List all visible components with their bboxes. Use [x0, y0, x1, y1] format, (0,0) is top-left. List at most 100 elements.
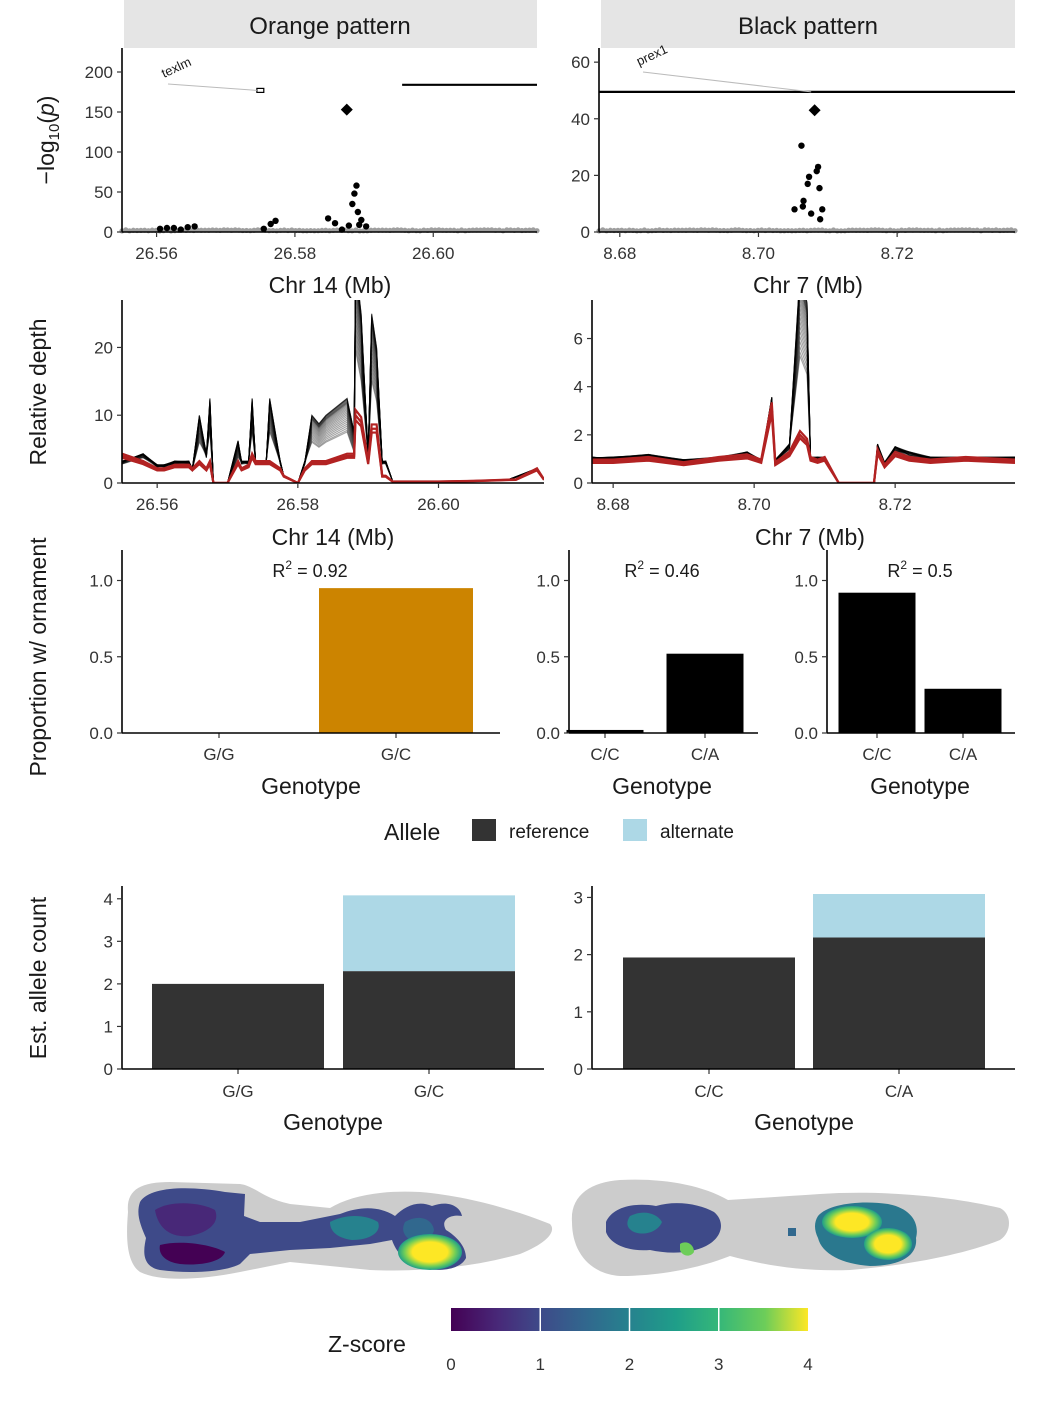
- orange-snp-point: [362, 223, 370, 230]
- zscore-patch: [680, 1242, 694, 1256]
- orange-sample-line: [122, 300, 544, 483]
- black-ytick-label: 60: [571, 53, 590, 72]
- black-snp-point: [807, 210, 815, 217]
- facet-title-black: Black pattern: [738, 13, 878, 40]
- black-depth-ytick-label: 2: [574, 426, 583, 445]
- black-ornament-line-2: [592, 402, 1015, 483]
- black-prop-2-ytick-label: 0.5: [794, 648, 818, 667]
- colorbar-tick-label: 2: [625, 1355, 634, 1374]
- black-allele-bar-reference-C/C: [623, 957, 795, 1069]
- legend-swatch-reference: [472, 819, 496, 841]
- zscore-patch: [155, 1203, 217, 1237]
- orange-sample-line: [122, 340, 544, 483]
- black-prop-1-xtick-label: C/A: [691, 745, 720, 764]
- orange-sample-line: [122, 300, 544, 483]
- orange-snp-point: [184, 224, 191, 231]
- x-title-genotype-5: Genotype: [754, 1109, 854, 1135]
- orange-snp-point: [354, 208, 362, 216]
- black-prop-2-ytick-label: 1.0: [794, 572, 818, 591]
- orange-sample-line: [122, 341, 544, 483]
- black-prop-1-ytick-label: 0.0: [536, 724, 560, 743]
- black-bg-point: [698, 227, 704, 233]
- colorbar-tick-label: 4: [803, 1355, 812, 1374]
- orange-sample-line: [122, 314, 544, 483]
- orange-sample-line: [122, 345, 544, 483]
- orange-sample-line: [122, 324, 544, 483]
- orange-bg-point: [255, 227, 261, 233]
- orange-snp-point: [331, 220, 339, 227]
- orange-snp-point: [345, 222, 353, 229]
- black-snp-point: [813, 167, 820, 175]
- black-allele-ytick-label: 3: [574, 888, 583, 907]
- black-allele-ytick-label: 1: [574, 1003, 583, 1022]
- y-title-proportion: Proportion w/ ornament: [25, 537, 51, 777]
- orange-bg-point: [481, 227, 487, 233]
- black-sample-line: [592, 352, 1015, 483]
- zscore-colorbar: Z-score 0 1 2 3 4: [328, 1308, 813, 1374]
- orange-sample-line: [122, 310, 544, 483]
- black-prop-2-xtick-label: C/A: [949, 745, 978, 764]
- orange-ytick-label: 150: [85, 103, 113, 122]
- orange-xtick-label: 26.58: [274, 244, 317, 263]
- orange-gene-connector: [167, 83, 257, 91]
- black-proportion-panel-1: C/C C/A R2 = 0.46 0.0 0.5 1.0: [536, 550, 758, 764]
- black-sample-line: [592, 347, 1015, 483]
- orange-prop-ytick-label: 0.0: [89, 724, 113, 743]
- orange-snp-point: [170, 224, 178, 232]
- black-xtick-label: 8.72: [881, 244, 914, 263]
- x-title-genotype-2: Genotype: [612, 773, 712, 799]
- black-allele-ytick-label: 2: [574, 946, 583, 965]
- black-depth-xtick-label: 8.68: [597, 495, 630, 514]
- black-prop-2-bar-C/A: [924, 688, 1002, 733]
- black-depth-lines: [592, 300, 1015, 483]
- strip-orange: [124, 0, 537, 48]
- orange-sample-line: [122, 300, 544, 483]
- black-prop-1-ytick-label: 0.5: [536, 648, 560, 667]
- orange-sample-line: [122, 301, 544, 483]
- orange-bg-point: [394, 227, 401, 233]
- zscore-hotspot-black-1: [822, 1206, 882, 1238]
- black-ytick-label: 40: [571, 110, 590, 129]
- black-prop-1-r2-label: R2 = 0.46: [624, 558, 699, 581]
- orange-sample-line: [122, 300, 544, 483]
- colorbar-tick-label: 3: [714, 1355, 723, 1374]
- y-title-neglogp: −log10(p): [33, 96, 63, 185]
- zscore-map-black: [571, 1179, 1009, 1276]
- orange-sample-line: [122, 300, 544, 483]
- legend-swatch-alternate: [623, 819, 647, 841]
- black-depth-xtick-label: 8.70: [738, 495, 771, 514]
- zscore-patch: [627, 1212, 662, 1234]
- orange-sample-line: [122, 300, 544, 483]
- black-prop-1-xtick-label: C/C: [590, 745, 619, 764]
- orange-allele-ytick-label: 3: [104, 932, 113, 951]
- black-bg-point: [906, 227, 912, 233]
- black-bg-point: [736, 227, 742, 233]
- orange-snp-point: [349, 200, 356, 208]
- orange-snp-point: [358, 216, 365, 224]
- orange-depth-ytick-label: 20: [94, 338, 113, 357]
- x-title-chr7-depth: Chr 7 (Mb): [755, 524, 865, 550]
- zscore-map-orange: [127, 1182, 553, 1279]
- orange-allele-ytick-label: 1: [104, 1017, 113, 1036]
- orange-sample-line: [122, 300, 544, 483]
- orange-snp-point: [163, 224, 171, 232]
- orange-bg-point: [232, 227, 238, 233]
- orange-allele-bar-reference-G/C: [343, 971, 515, 1069]
- black-snp-point: [816, 216, 824, 223]
- black-prop-2-xtick-label: C/C: [862, 745, 891, 764]
- orange-sample-line: [122, 300, 544, 483]
- black-sample-line: [592, 351, 1015, 483]
- orange-sample-line: [122, 300, 544, 483]
- orange-sample-line: [122, 300, 544, 483]
- x-title-chr14-depth: Chr 14 (Mb): [272, 524, 395, 550]
- black-prop-1-bar-C/C: [566, 729, 644, 733]
- orange-sample-line: [122, 335, 544, 483]
- orange-sample-line: [122, 305, 544, 483]
- orange-sample-line: [122, 300, 544, 483]
- orange-ytick-label: 0: [104, 223, 113, 242]
- black-depth-xtick-label: 8.72: [879, 495, 912, 514]
- orange-snp-point: [267, 220, 274, 228]
- orange-snp-point: [356, 221, 363, 228]
- orange-bg-point: [436, 227, 442, 233]
- orange-sample-line: [122, 320, 544, 483]
